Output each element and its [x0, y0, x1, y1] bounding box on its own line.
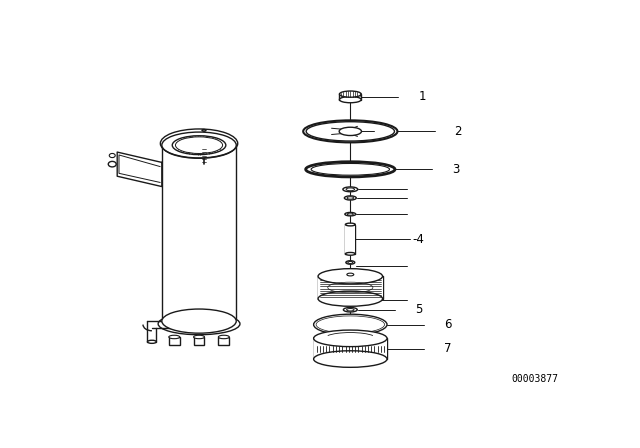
Text: 1: 1	[419, 90, 426, 103]
Ellipse shape	[348, 262, 353, 263]
Ellipse shape	[169, 335, 180, 339]
Polygon shape	[117, 152, 162, 186]
Ellipse shape	[344, 196, 356, 200]
Bar	[193, 337, 205, 345]
Ellipse shape	[172, 136, 226, 155]
Ellipse shape	[306, 162, 395, 177]
Ellipse shape	[344, 307, 357, 312]
Text: 00003877: 00003877	[511, 374, 559, 384]
Ellipse shape	[306, 122, 394, 141]
Ellipse shape	[314, 314, 387, 335]
Text: 3: 3	[452, 163, 460, 176]
Ellipse shape	[162, 309, 236, 333]
Ellipse shape	[108, 161, 116, 167]
Ellipse shape	[318, 291, 383, 306]
Ellipse shape	[339, 127, 362, 135]
Ellipse shape	[347, 273, 354, 276]
Bar	[169, 337, 180, 345]
Ellipse shape	[316, 316, 385, 333]
Ellipse shape	[218, 335, 229, 339]
Bar	[314, 338, 387, 359]
Ellipse shape	[347, 309, 354, 311]
Ellipse shape	[314, 351, 387, 367]
Bar	[218, 337, 229, 345]
Ellipse shape	[109, 154, 115, 158]
Text: 7: 7	[444, 342, 452, 355]
Ellipse shape	[346, 223, 355, 226]
Ellipse shape	[175, 137, 223, 154]
Ellipse shape	[346, 261, 355, 264]
Bar	[346, 224, 355, 254]
Ellipse shape	[303, 121, 397, 142]
Ellipse shape	[314, 330, 387, 347]
Text: -4: -4	[412, 233, 424, 246]
Bar	[318, 276, 383, 299]
Ellipse shape	[339, 91, 361, 97]
Ellipse shape	[318, 269, 383, 284]
Text: 2: 2	[454, 125, 462, 138]
Ellipse shape	[345, 212, 356, 216]
Ellipse shape	[346, 253, 355, 255]
Ellipse shape	[339, 96, 361, 103]
Text: 5: 5	[415, 303, 422, 316]
Ellipse shape	[311, 164, 390, 175]
Ellipse shape	[202, 129, 206, 131]
Ellipse shape	[347, 197, 353, 199]
Ellipse shape	[158, 313, 240, 335]
Ellipse shape	[147, 340, 156, 343]
Ellipse shape	[193, 335, 205, 339]
Text: 6: 6	[444, 318, 452, 331]
Ellipse shape	[343, 187, 358, 192]
Ellipse shape	[346, 188, 355, 191]
Ellipse shape	[348, 213, 353, 215]
Ellipse shape	[162, 132, 236, 158]
